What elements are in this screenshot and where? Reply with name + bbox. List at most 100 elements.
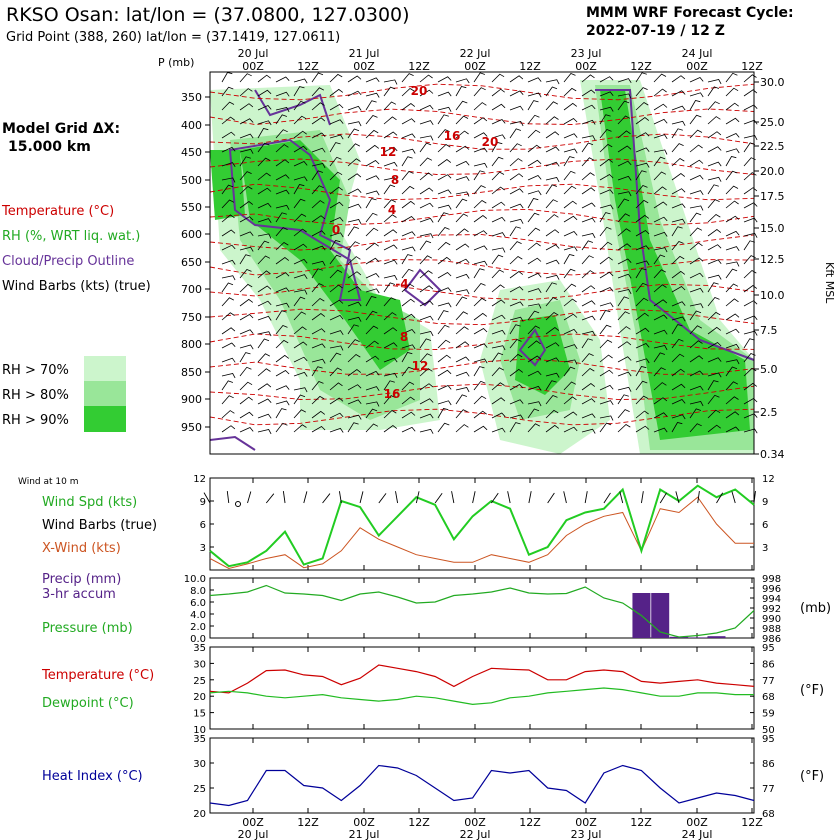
rh70-swatch bbox=[84, 356, 126, 381]
wind-barb bbox=[545, 380, 557, 391]
wind-barb bbox=[365, 257, 380, 265]
wind-barb bbox=[653, 118, 668, 125]
left-tick-label: 4.0 bbox=[190, 610, 206, 621]
wind-barb bbox=[383, 380, 395, 391]
wind-barb bbox=[563, 396, 577, 405]
wind-barb bbox=[311, 343, 326, 349]
wind-barb bbox=[599, 302, 614, 308]
wind-barb bbox=[437, 158, 452, 167]
wind-barb bbox=[491, 345, 506, 351]
wind-barb bbox=[221, 425, 236, 433]
xwind-line bbox=[209, 496, 754, 570]
wind-barb bbox=[401, 102, 416, 111]
wind-barb bbox=[473, 245, 488, 251]
wind-barb bbox=[509, 256, 523, 265]
wind-barb bbox=[401, 283, 415, 293]
wind-barb bbox=[437, 385, 452, 391]
wind-barb bbox=[635, 87, 648, 97]
wind-barb bbox=[329, 88, 344, 97]
wind-barb bbox=[689, 77, 704, 83]
panel-frame bbox=[209, 646, 755, 730]
wind-barb bbox=[617, 145, 632, 153]
wind-barb bbox=[527, 310, 540, 321]
wind-barb bbox=[239, 148, 254, 154]
top-date-label: 20 Jul bbox=[238, 47, 269, 60]
wind-barb bbox=[707, 274, 722, 280]
temperature-contour-label: 20 bbox=[482, 135, 499, 149]
wind-barb bbox=[239, 298, 254, 307]
wind-barb bbox=[653, 397, 668, 405]
wind-barb bbox=[581, 202, 596, 209]
wind-barb bbox=[275, 287, 290, 293]
wind-barb bbox=[419, 142, 432, 153]
wind-barb bbox=[689, 242, 703, 251]
wind-barb bbox=[599, 106, 614, 112]
legend-precip-accum: 3-hr accum bbox=[42, 587, 116, 602]
wind-barb bbox=[509, 241, 522, 251]
wind-barb bbox=[275, 256, 290, 265]
wind-barb bbox=[311, 426, 326, 433]
wind-barb bbox=[455, 424, 469, 433]
wind-barb bbox=[545, 409, 559, 419]
wind-barb bbox=[671, 301, 686, 307]
left-tick-label: 8.0 bbox=[190, 586, 206, 597]
wind-barb bbox=[455, 394, 468, 405]
wind-barb bbox=[581, 89, 596, 97]
wind-barb bbox=[455, 341, 470, 349]
wind-barb bbox=[653, 352, 666, 363]
wind-barb bbox=[257, 413, 272, 419]
pressure-tick-label: 600 bbox=[181, 228, 202, 241]
wind-barb bbox=[689, 385, 704, 391]
wind-barb bbox=[671, 143, 684, 153]
wind-barb bbox=[725, 156, 737, 167]
wind-barb bbox=[707, 101, 720, 111]
wind-barb bbox=[527, 272, 542, 279]
wind-barb bbox=[347, 368, 362, 377]
wind-barb bbox=[383, 79, 398, 85]
left-tick-label: 3 bbox=[200, 543, 206, 554]
wind-barb bbox=[329, 345, 344, 351]
wind-barb bbox=[527, 401, 542, 407]
wind-barb bbox=[743, 74, 757, 83]
legend-barbs: Wind Barbs (kts) (true) bbox=[2, 279, 151, 294]
wind-barb bbox=[437, 114, 449, 125]
wind-barb bbox=[329, 254, 342, 265]
wind-barb bbox=[491, 103, 506, 111]
wind-barb bbox=[383, 86, 396, 97]
wind-barb bbox=[707, 380, 719, 391]
left-tick-label: 0.0 bbox=[190, 634, 206, 645]
bottom-date-label: 24 Jul bbox=[682, 828, 713, 840]
wind-barb bbox=[545, 259, 560, 265]
wind-barb bbox=[221, 342, 236, 349]
wind-barb bbox=[329, 134, 344, 140]
wind-barb bbox=[491, 254, 504, 265]
wind-barb bbox=[383, 199, 396, 209]
wind-barb bbox=[239, 314, 254, 321]
wind-barb bbox=[293, 100, 306, 111]
right-tick-label: 68 bbox=[762, 809, 775, 820]
wind-barb bbox=[545, 297, 558, 307]
wind-barb bbox=[527, 100, 539, 111]
wind-barb bbox=[455, 356, 470, 363]
wind-barb bbox=[509, 286, 524, 293]
height-tick-label: 0.34 bbox=[760, 448, 785, 461]
wind-barb bbox=[473, 170, 485, 181]
wind-barb bbox=[311, 170, 324, 181]
wind-barb bbox=[239, 396, 253, 405]
wind-barb bbox=[527, 114, 540, 125]
wind-barb bbox=[563, 231, 578, 237]
wind-barb bbox=[545, 79, 560, 85]
wind-barb bbox=[671, 226, 683, 237]
wind-barb bbox=[689, 340, 703, 349]
wind-barb bbox=[707, 409, 721, 419]
height-tick-label: 10.0 bbox=[760, 289, 785, 302]
temperature-contour-labels: 20 16 12 8 4 0 -4 8 12 16 20 bbox=[332, 84, 499, 401]
wind-barb bbox=[383, 214, 397, 223]
wind-barb bbox=[293, 311, 307, 321]
wind-barb bbox=[581, 233, 596, 239]
dewpoint-line bbox=[209, 687, 754, 706]
wind-barb bbox=[671, 218, 686, 224]
wind-barb bbox=[527, 408, 540, 419]
wind-barb bbox=[653, 73, 667, 83]
wind-barb bbox=[473, 200, 487, 209]
